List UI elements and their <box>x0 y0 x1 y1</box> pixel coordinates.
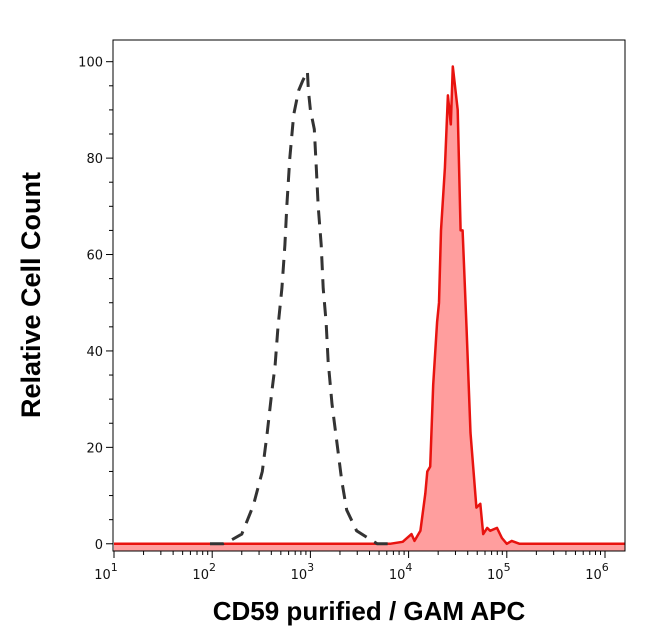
series-line-control <box>210 65 390 546</box>
x-tick-exponent: 2 <box>209 561 216 574</box>
x-tick-label: 104 <box>389 561 413 583</box>
x-tick-exponent: 3 <box>307 561 314 574</box>
x-tick-label: 102 <box>192 561 216 583</box>
y-tick-label: 0 <box>95 538 103 553</box>
y-tick-label: 80 <box>86 152 103 167</box>
x-tick-exponent: 6 <box>602 561 609 574</box>
x-tick-label: 103 <box>291 561 315 583</box>
x-tick-base: 10 <box>192 568 209 583</box>
y-axis-label: Relative Cell Count <box>16 172 46 418</box>
y-tick-label: 40 <box>86 345 103 360</box>
series-line-sample <box>114 65 625 546</box>
y-tick-label: 60 <box>86 249 103 264</box>
x-tick-label: 101 <box>94 561 118 583</box>
x-tick-base: 10 <box>487 568 504 583</box>
series-layer <box>114 65 625 551</box>
x-tick-base: 10 <box>291 568 308 583</box>
x-tick-base: 10 <box>94 568 111 583</box>
x-tick-label: 106 <box>585 561 609 583</box>
x-tick-base: 10 <box>389 568 406 583</box>
x-tick-exponent: 4 <box>405 561 412 574</box>
plot-frame <box>112 39 626 552</box>
x-tick-exponent: 5 <box>504 561 511 574</box>
x-tick-label: 105 <box>487 561 511 583</box>
x-axis-label: CD59 purified / GAM APC <box>213 596 526 626</box>
series-fill-area <box>114 66 625 551</box>
x-tick-exponent: 1 <box>111 561 118 574</box>
x-tick-base: 10 <box>585 568 602 583</box>
y-tick-label: 20 <box>86 441 103 456</box>
y-tick-label: 100 <box>78 56 103 71</box>
